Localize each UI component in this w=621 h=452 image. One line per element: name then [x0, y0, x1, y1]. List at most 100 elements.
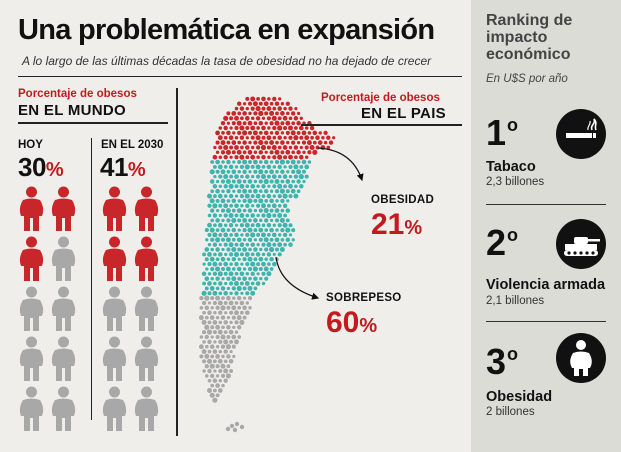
- obesidad-label: OBESIDAD: [371, 194, 435, 206]
- map-dot: [252, 159, 258, 165]
- map-dot: [236, 295, 242, 301]
- map-dot: [213, 340, 217, 344]
- map-dot: [283, 184, 288, 189]
- map-dot: [296, 130, 301, 135]
- map-dot: [242, 159, 248, 165]
- map-dot: [215, 295, 221, 301]
- map-dot: [213, 252, 217, 257]
- map-dot: [232, 354, 236, 359]
- map-dot: [229, 145, 234, 150]
- map-dot: [288, 233, 293, 237]
- map-dot: [247, 266, 253, 272]
- map-dot: [245, 174, 250, 179]
- map-dot: [315, 135, 320, 140]
- map-dot: [234, 106, 239, 111]
- map-dot: [223, 165, 228, 169]
- map-dot: [277, 135, 282, 140]
- map-dot: [275, 228, 279, 232]
- map-dot: [240, 204, 244, 208]
- map-dot: [283, 213, 287, 218]
- map-dot: [285, 237, 291, 243]
- map-dot: [272, 223, 276, 227]
- map-dot: [245, 242, 250, 247]
- page-subtitle: A lo largo de las últimas décadas la tas…: [22, 54, 432, 68]
- map-dot: [212, 164, 217, 169]
- map-dot: [291, 238, 295, 242]
- map-dot: [229, 126, 233, 130]
- map-dot: [282, 115, 288, 121]
- rank-1-name: Tabaco: [486, 159, 536, 175]
- map-dot: [282, 145, 288, 150]
- map-dot: [204, 257, 209, 262]
- map-dot: [231, 286, 236, 291]
- map-dot: [242, 217, 248, 223]
- map-dot: [232, 131, 236, 135]
- map-dot: [212, 242, 218, 247]
- map-dot: [250, 281, 255, 286]
- map-dot: [250, 223, 255, 228]
- map-dot: [215, 188, 220, 194]
- map-dot: [244, 115, 250, 121]
- map-dot: [255, 106, 261, 112]
- map-dot: [288, 164, 293, 169]
- map-dot: [250, 213, 255, 218]
- map-dot: [271, 232, 277, 238]
- map-dot: [231, 334, 237, 340]
- map-dot: [280, 179, 285, 184]
- map-dot: [264, 276, 269, 281]
- map-dot: [261, 203, 266, 209]
- map-dot: [210, 160, 215, 164]
- map-dot: [271, 174, 277, 180]
- page-title: Una problemática en expansión: [18, 14, 435, 46]
- map-dot: [288, 145, 293, 150]
- map-dot: [226, 295, 231, 301]
- subtitle-divider: [18, 76, 462, 77]
- person-icon: [132, 386, 161, 436]
- map-dot: [212, 271, 218, 276]
- map-dot: [210, 354, 215, 359]
- map-dot: [260, 174, 267, 180]
- map-dot: [275, 111, 279, 116]
- map-dot: [224, 311, 228, 315]
- map-dot: [229, 349, 233, 354]
- map-dot: [212, 184, 218, 189]
- map-dot: [218, 310, 223, 315]
- map-dot: [242, 228, 247, 233]
- map-dot: [212, 349, 218, 354]
- map-dot: [245, 213, 250, 218]
- map-dot: [240, 262, 244, 266]
- map-dot: [209, 179, 215, 184]
- map-dot: [296, 169, 302, 175]
- map-dot: [248, 218, 252, 223]
- map-dot: [267, 262, 271, 266]
- map-dot: [231, 227, 237, 233]
- map-dot: [263, 266, 269, 272]
- map-dot: [210, 296, 215, 301]
- map-dot: [199, 354, 204, 359]
- obese-person-icon: [132, 236, 161, 286]
- map-dot: [225, 426, 231, 432]
- col-2030-label: EN EL 2030: [101, 139, 164, 151]
- map-dot: [271, 203, 277, 209]
- map-dot: [226, 276, 231, 281]
- map-dot: [274, 247, 280, 252]
- map-dot: [234, 194, 239, 198]
- map-dot: [212, 261, 218, 267]
- map-dot: [237, 130, 242, 136]
- map-dot: [282, 222, 288, 228]
- map-dot: [247, 237, 253, 242]
- map-dot: [269, 169, 274, 175]
- map-dot: [223, 203, 229, 209]
- map-dot: [291, 140, 296, 145]
- map-dot: [248, 111, 252, 116]
- map-dot: [217, 164, 223, 170]
- map-dot: [229, 155, 233, 159]
- map-dot: [256, 272, 260, 276]
- map-dot: [237, 159, 242, 165]
- map-dot: [221, 277, 225, 281]
- map-dot: [275, 199, 279, 203]
- map-dot: [259, 189, 263, 193]
- map-dot: [210, 276, 214, 281]
- map-dot: [256, 155, 260, 159]
- map-dot: [237, 325, 242, 330]
